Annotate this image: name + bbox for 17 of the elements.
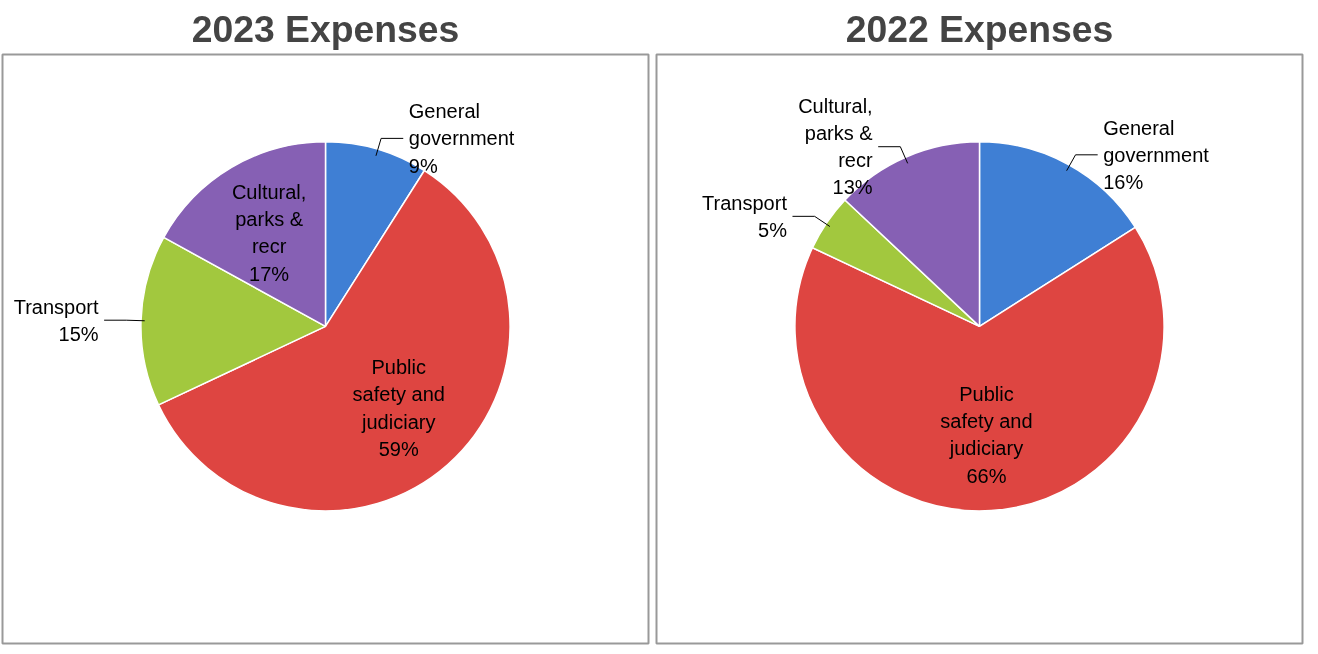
slice-label: Cultural, parks & recr [798,94,874,172]
slice-label: Public safety and judiciary [352,356,445,433]
data-label: 9% [408,154,438,177]
slice-label: Transport [702,191,788,214]
slice-label: General government [1103,116,1210,166]
data-label: 15% [58,322,99,345]
chart-title: 2023 Expenses [191,7,460,50]
slice-label: Public safety and judiciary [940,383,1033,460]
slice-label: Cultural, parks & recr [231,180,307,258]
slice-label: Transport [13,295,100,318]
data-label: 5% [758,218,788,241]
slice-label: General government [408,100,515,150]
data-label: 66% [966,464,1007,487]
data-label: 17% [249,262,290,285]
data-label: 59% [378,437,419,460]
data-label: 16% [1103,171,1144,194]
chart-title: 2022 Expenses [845,7,1114,50]
